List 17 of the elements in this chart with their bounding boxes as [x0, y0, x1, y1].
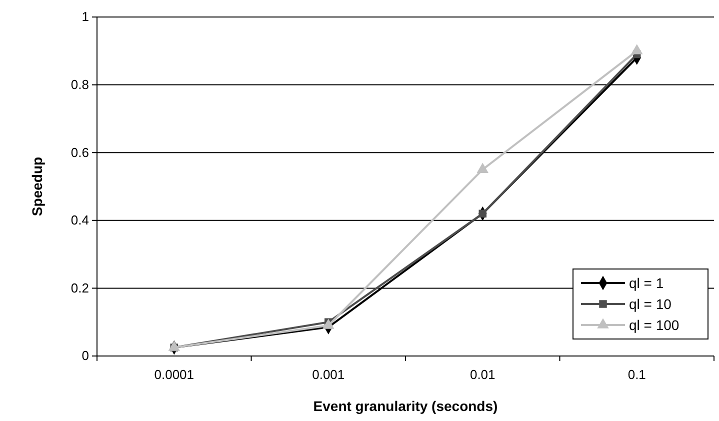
y-tick-label: 0.8 — [70, 76, 89, 92]
y-tick-label: 1 — [82, 9, 89, 24]
y-axis-title: Speedup — [29, 156, 45, 216]
legend-label: ql = 10 — [629, 296, 672, 312]
y-tick-label: 0.2 — [70, 280, 89, 296]
x-tick-label: 0.0001 — [154, 367, 194, 382]
x-axis-title: Event granularity (seconds) — [313, 398, 498, 414]
point — [630, 44, 643, 54]
legend-label: ql = 1 — [629, 275, 664, 291]
x-tick-label: 0.01 — [470, 367, 496, 382]
y-tick-label: 0.4 — [70, 212, 89, 228]
x-tick-label: 0.1 — [628, 367, 646, 382]
x-tick-label: 0.001 — [312, 367, 345, 382]
y-tick-label: 0 — [82, 348, 89, 364]
y-tick-label: 0.6 — [70, 144, 89, 160]
legend-label: ql = 100 — [629, 317, 680, 333]
point — [476, 162, 489, 173]
